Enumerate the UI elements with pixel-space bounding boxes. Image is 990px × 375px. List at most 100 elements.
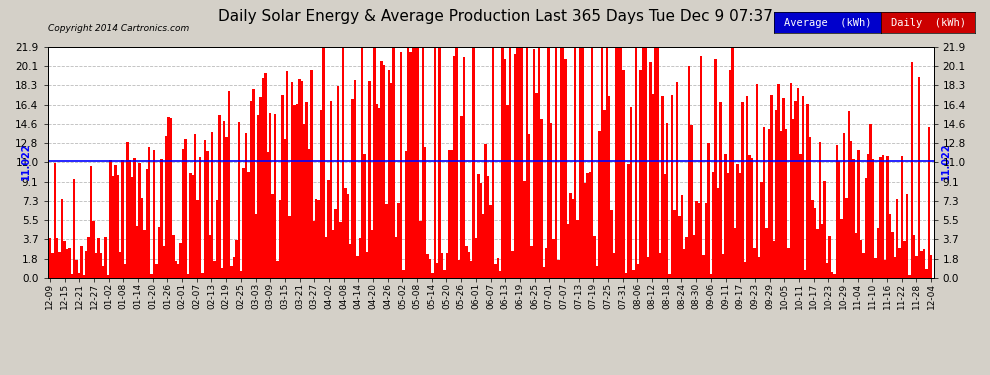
Bar (538, 47, 541, 278)
Bar (884, 260, 886, 278)
Bar (327, 180, 330, 278)
Bar (174, 261, 177, 278)
Bar (482, 214, 484, 278)
Bar (633, 270, 635, 278)
Bar (552, 239, 554, 278)
Bar (375, 104, 378, 278)
Bar (370, 230, 373, 278)
Bar (545, 248, 547, 278)
Bar (298, 79, 301, 278)
Bar (131, 177, 134, 278)
Bar (683, 249, 685, 278)
Bar (536, 93, 538, 278)
Bar (559, 47, 562, 278)
Bar (204, 140, 206, 278)
Bar (172, 235, 174, 278)
Bar (603, 110, 606, 278)
Bar (264, 73, 266, 278)
Bar (385, 204, 388, 278)
Bar (695, 201, 698, 278)
Bar (625, 273, 628, 278)
Bar (82, 275, 85, 278)
Bar (97, 238, 100, 278)
Bar (549, 123, 552, 278)
Bar (579, 47, 581, 278)
Bar (271, 194, 274, 278)
Bar (782, 98, 785, 278)
Bar (829, 236, 831, 278)
Bar (150, 274, 152, 278)
Bar (777, 84, 780, 278)
Bar (676, 82, 678, 278)
Bar (581, 48, 584, 278)
Bar (266, 152, 269, 278)
Bar (155, 264, 157, 278)
Bar (261, 78, 264, 278)
Text: Copyright 2014 Cartronics.com: Copyright 2014 Cartronics.com (48, 24, 189, 33)
Bar (405, 151, 407, 278)
Bar (742, 102, 743, 278)
Bar (564, 59, 567, 278)
Bar (755, 84, 758, 278)
Bar (450, 150, 453, 278)
Bar (613, 253, 615, 278)
Bar (107, 275, 109, 278)
Bar (593, 236, 596, 278)
Bar (283, 139, 286, 278)
Bar (509, 47, 511, 278)
Text: 11.022: 11.022 (940, 142, 950, 180)
Bar (673, 210, 676, 278)
Bar (417, 47, 419, 278)
Bar (162, 246, 165, 278)
Bar (693, 235, 695, 278)
Bar (457, 260, 460, 278)
Bar (611, 210, 613, 278)
Bar (291, 82, 293, 278)
Bar (126, 141, 129, 278)
Bar (906, 194, 908, 278)
Bar (455, 47, 457, 278)
Bar (881, 155, 884, 278)
Bar (238, 122, 240, 278)
Bar (894, 257, 896, 278)
Bar (531, 246, 533, 278)
Bar (487, 176, 489, 278)
Bar (618, 47, 620, 278)
Bar (606, 47, 608, 278)
Bar (157, 227, 160, 278)
Bar (809, 137, 812, 278)
Bar (236, 240, 238, 278)
Bar (216, 200, 218, 278)
Bar (368, 81, 370, 278)
Bar (569, 193, 571, 278)
Bar (615, 47, 618, 278)
Bar (521, 47, 524, 278)
Bar (727, 173, 729, 278)
Bar (824, 182, 826, 278)
Bar (596, 266, 598, 278)
Bar (760, 182, 763, 278)
Bar (745, 96, 748, 278)
Bar (90, 166, 92, 278)
Bar (750, 158, 753, 278)
Bar (148, 147, 150, 278)
Bar (410, 53, 412, 278)
Bar (780, 132, 782, 278)
Bar (366, 252, 368, 278)
Bar (392, 47, 395, 278)
Text: 11.022: 11.022 (21, 142, 31, 180)
Bar (102, 266, 104, 278)
Bar (497, 258, 499, 278)
Bar (842, 133, 845, 278)
Bar (85, 251, 87, 278)
Bar (187, 274, 189, 278)
Bar (737, 164, 739, 278)
Bar (276, 261, 279, 278)
Bar (787, 248, 790, 278)
Bar (199, 158, 201, 278)
Bar (770, 95, 772, 278)
Bar (511, 251, 514, 278)
Bar (923, 249, 925, 278)
Bar (318, 200, 320, 278)
Bar (361, 47, 363, 278)
